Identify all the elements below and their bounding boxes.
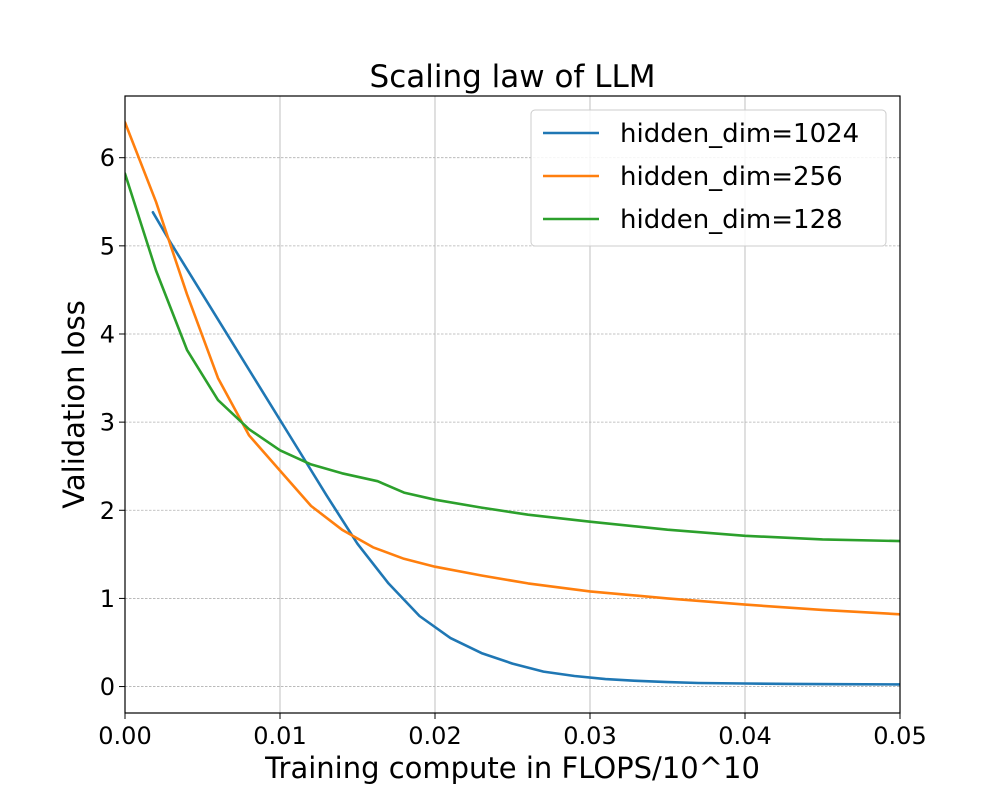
- legend: hidden_dim=1024 hidden_dim=256 hidden_dim=…: [530, 109, 887, 247]
- x-tick-label: 0.00: [98, 722, 151, 750]
- x-tick-label: 0.05: [873, 722, 926, 750]
- x-tick-label: 0.03: [563, 722, 616, 750]
- x-tick-label: 0.04: [718, 722, 771, 750]
- y-tick-label: 3: [100, 409, 115, 437]
- series-line-1: [151, 211, 900, 686]
- y-tick-label: 1: [100, 585, 115, 613]
- legend-label: hidden_dim=128: [620, 205, 843, 235]
- series-line-3: [125, 172, 900, 543]
- y-axis-title: Validation loss: [57, 300, 91, 508]
- legend-label: hidden_dim=1024: [620, 119, 859, 149]
- plot-frame: [124, 95, 901, 714]
- legend-label: hidden_dim=256: [620, 162, 843, 192]
- y-tick-label: 5: [100, 232, 115, 260]
- series-line-2: [125, 121, 900, 616]
- y-tick-label: 2: [100, 497, 115, 525]
- y-tick-label: 4: [100, 320, 115, 348]
- axis-ticks: 0.00 0.01 0.02 0.03 0.04 0.05 0 1 2 3 4 5 6: [98, 144, 926, 750]
- chart-title: Scaling law of LLM: [370, 59, 656, 95]
- series-layer: [125, 121, 900, 686]
- x-tick-label: 0.01: [253, 722, 306, 750]
- y-tick-label: 0: [100, 673, 115, 701]
- x-axis-title: Training compute in FLOPS/10^10: [264, 751, 760, 785]
- x-tick-label: 0.02: [408, 722, 461, 750]
- y-tick-label: 6: [100, 144, 115, 172]
- legend-box: [530, 109, 887, 247]
